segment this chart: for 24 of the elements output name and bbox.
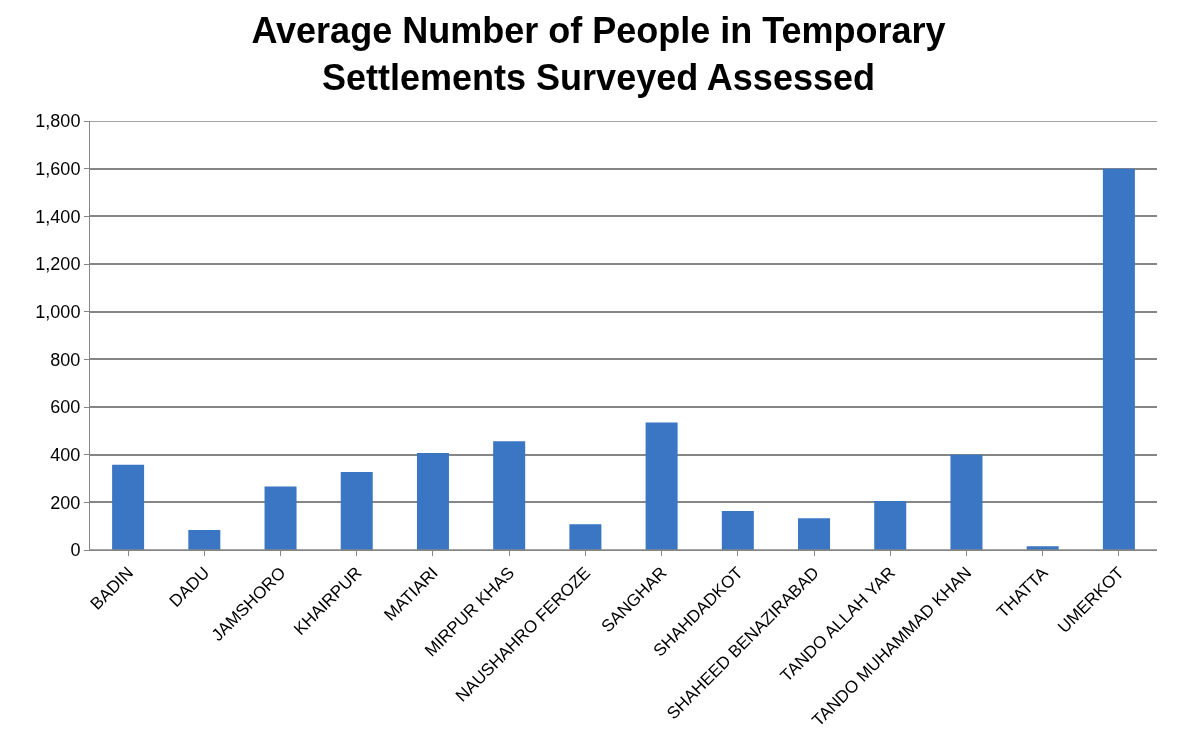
y-tick-label: 600 xyxy=(50,397,81,418)
bar xyxy=(569,524,602,550)
y-tick-label: 400 xyxy=(50,444,81,465)
y-tick-label: 1,000 xyxy=(35,301,81,322)
bar xyxy=(264,486,297,550)
y-tick-label: 1,200 xyxy=(35,254,81,275)
bar xyxy=(874,500,907,550)
y-tick-label: 0 xyxy=(70,540,81,561)
bar xyxy=(112,464,145,550)
bar xyxy=(645,422,678,550)
chart-title: Average Number of People in Temporary Settlements Surveyed Assessed xyxy=(251,10,946,98)
y-tick-label: 200 xyxy=(50,492,81,513)
bar xyxy=(721,510,754,550)
bar xyxy=(798,518,831,550)
bar xyxy=(1102,168,1135,550)
y-tick-label: 1,600 xyxy=(35,158,81,179)
bar xyxy=(340,472,373,550)
bar xyxy=(188,529,221,550)
y-tick-label: 1,400 xyxy=(35,206,81,227)
y-tick-label: 1,800 xyxy=(35,111,81,132)
bar xyxy=(416,453,449,550)
y-tick-label: 800 xyxy=(50,349,81,370)
bar xyxy=(950,454,983,550)
bar xyxy=(493,441,526,550)
